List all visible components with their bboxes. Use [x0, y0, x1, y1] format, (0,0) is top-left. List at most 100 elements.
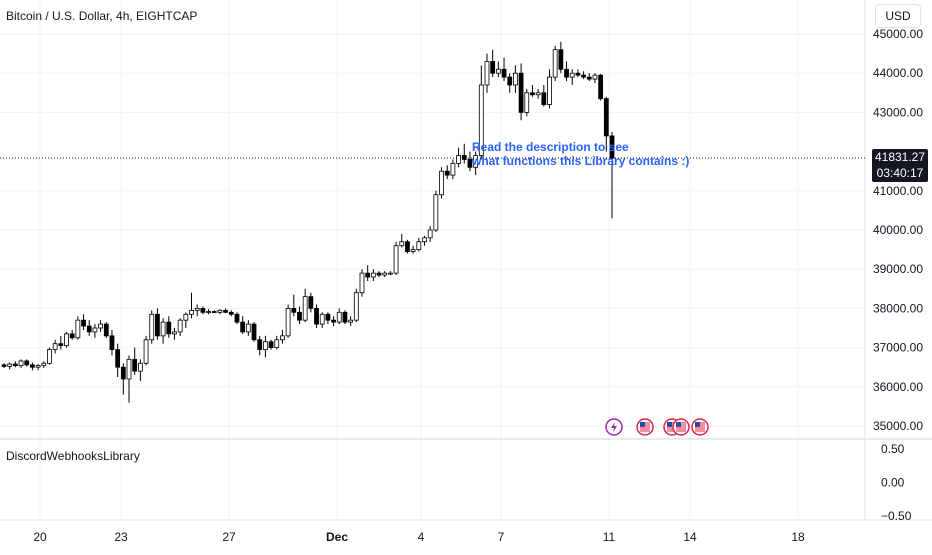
- candle[interactable]: [558, 41, 564, 74]
- candle[interactable]: [240, 316, 246, 334]
- candle[interactable]: [592, 73, 598, 83]
- candle[interactable]: [302, 288, 308, 323]
- candle[interactable]: [120, 363, 126, 395]
- candle[interactable]: [461, 143, 467, 164]
- candle[interactable]: [513, 65, 518, 93]
- candle[interactable]: [12, 361, 18, 368]
- candle[interactable]: [285, 304, 291, 338]
- candle[interactable]: [370, 269, 376, 281]
- candle[interactable]: [98, 320, 103, 332]
- candle[interactable]: [200, 306, 206, 315]
- candle[interactable]: [581, 71, 586, 80]
- candle[interactable]: [575, 69, 581, 78]
- candle[interactable]: [177, 318, 183, 336]
- candle[interactable]: [365, 265, 371, 281]
- candle[interactable]: [331, 316, 336, 327]
- us-flag-icon[interactable]: [636, 418, 654, 436]
- candle[interactable]: [348, 316, 354, 327]
- candle[interactable]: [69, 329, 75, 340]
- candle[interactable]: [297, 306, 302, 325]
- candle[interactable]: [410, 245, 416, 254]
- candlestick-series[interactable]: [1, 41, 615, 403]
- candle[interactable]: [478, 65, 484, 160]
- candle[interactable]: [189, 292, 194, 319]
- candle[interactable]: [393, 241, 399, 276]
- candle[interactable]: [569, 69, 575, 85]
- candle[interactable]: [399, 233, 405, 248]
- candle[interactable]: [160, 318, 166, 344]
- candle[interactable]: [603, 96, 609, 152]
- candle[interactable]: [274, 335, 280, 350]
- candle[interactable]: [450, 159, 456, 180]
- candle[interactable]: [92, 324, 98, 338]
- candle[interactable]: [444, 165, 450, 180]
- candle[interactable]: [586, 73, 592, 82]
- candle[interactable]: [228, 310, 234, 317]
- candle[interactable]: [416, 237, 422, 252]
- candle[interactable]: [143, 335, 149, 366]
- candle[interactable]: [336, 308, 342, 325]
- candle[interactable]: [359, 269, 365, 297]
- candle[interactable]: [245, 320, 251, 336]
- annotation-text[interactable]: Read the description to see what functio…: [472, 140, 690, 168]
- candle[interactable]: [172, 328, 177, 340]
- candle[interactable]: [484, 53, 490, 93]
- candle[interactable]: [291, 294, 297, 317]
- price-axis[interactable]: 45000.00 44000.00 43000.00 41000.00 40000.00…: [873, 27, 923, 433]
- time-axis[interactable]: 20 23 27 Dec 4 7 11 14 18: [33, 530, 805, 544]
- candle[interactable]: [433, 190, 439, 232]
- candle[interactable]: [439, 167, 444, 199]
- candle[interactable]: [325, 312, 331, 325]
- candle[interactable]: [155, 308, 160, 340]
- candle[interactable]: [376, 271, 382, 278]
- candle[interactable]: [353, 288, 359, 323]
- candle[interactable]: [251, 322, 257, 342]
- candle[interactable]: [473, 151, 479, 176]
- candle[interactable]: [223, 308, 228, 314]
- candle[interactable]: [518, 63, 524, 121]
- candle[interactable]: [547, 69, 552, 109]
- candle[interactable]: [524, 88, 530, 117]
- candle[interactable]: [495, 61, 501, 78]
- candle[interactable]: [211, 310, 217, 314]
- candle[interactable]: [268, 339, 274, 350]
- candle[interactable]: [501, 57, 507, 82]
- candle[interactable]: [308, 292, 314, 313]
- candle[interactable]: [18, 359, 24, 368]
- candle[interactable]: [1, 363, 7, 368]
- candle[interactable]: [115, 343, 121, 377]
- candle[interactable]: [388, 271, 393, 276]
- candle[interactable]: [86, 320, 92, 336]
- candle[interactable]: [552, 45, 558, 82]
- candle[interactable]: [541, 84, 547, 107]
- candle[interactable]: [103, 322, 109, 338]
- candle[interactable]: [314, 304, 319, 328]
- candle[interactable]: [234, 312, 240, 325]
- candle[interactable]: [64, 331, 69, 348]
- candle[interactable]: [507, 73, 513, 93]
- candle[interactable]: [319, 312, 325, 328]
- candle[interactable]: [81, 314, 86, 330]
- candle[interactable]: [535, 88, 541, 99]
- candle[interactable]: [427, 226, 433, 242]
- candle[interactable]: [58, 335, 64, 350]
- candle[interactable]: [149, 310, 155, 344]
- candle[interactable]: [490, 49, 496, 78]
- candle[interactable]: [405, 239, 410, 254]
- candle[interactable]: [280, 329, 285, 344]
- currency-button[interactable]: USD: [875, 4, 921, 28]
- candle[interactable]: [52, 339, 58, 354]
- candle[interactable]: [126, 355, 132, 403]
- candle[interactable]: [530, 84, 535, 97]
- candle[interactable]: [382, 271, 388, 278]
- candle[interactable]: [262, 335, 268, 358]
- candle[interactable]: [342, 310, 348, 325]
- candle[interactable]: [75, 316, 81, 340]
- candle[interactable]: [194, 304, 200, 317]
- candle[interactable]: [109, 329, 115, 356]
- candle[interactable]: [598, 73, 604, 101]
- indicator-label[interactable]: DiscordWebhooksLibrary: [6, 449, 140, 463]
- candle[interactable]: [467, 151, 473, 172]
- candle[interactable]: [166, 316, 172, 338]
